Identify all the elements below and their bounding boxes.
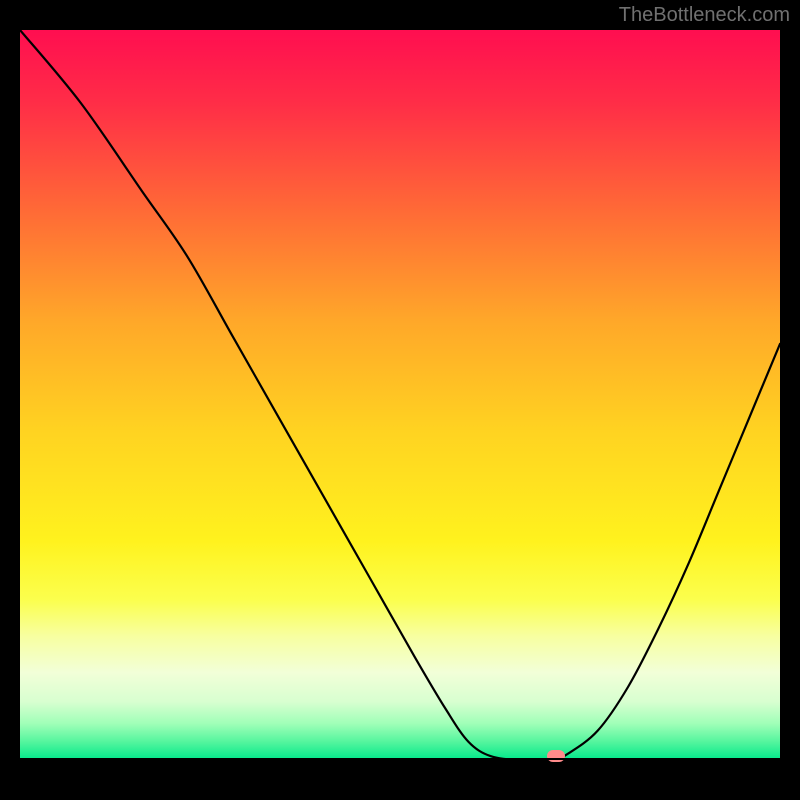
bottleneck-curve [20, 30, 780, 760]
plot-container [20, 30, 780, 790]
watermark-text: TheBottleneck.com [619, 4, 790, 27]
plot-area [20, 30, 780, 760]
optimum-marker [547, 750, 565, 762]
baseline [20, 758, 780, 760]
